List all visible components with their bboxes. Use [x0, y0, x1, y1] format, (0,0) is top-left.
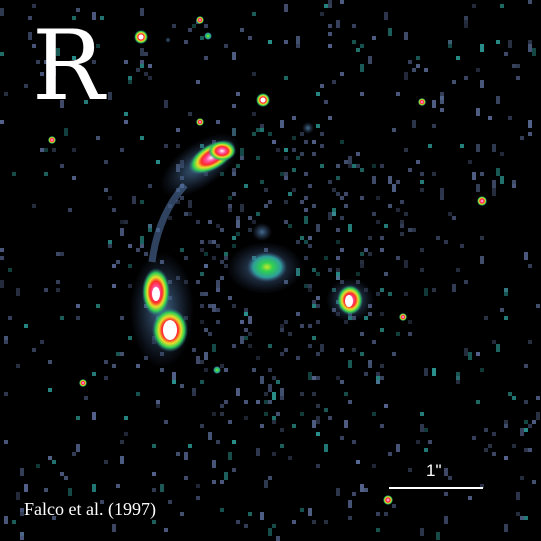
left-lensed-images — [130, 252, 194, 368]
upper-lensed-image — [160, 133, 240, 197]
right-lensed-image — [326, 278, 374, 322]
lensing-galaxy — [227, 223, 303, 294]
scale-bar — [389, 487, 483, 489]
scale-bar-label: 1" — [426, 461, 442, 480]
image-credit: Falco et al. (1997) — [24, 499, 156, 519]
einstein-arc — [148, 182, 188, 263]
filter-band-label: R — [32, 10, 105, 122]
field-stars — [48, 16, 487, 505]
